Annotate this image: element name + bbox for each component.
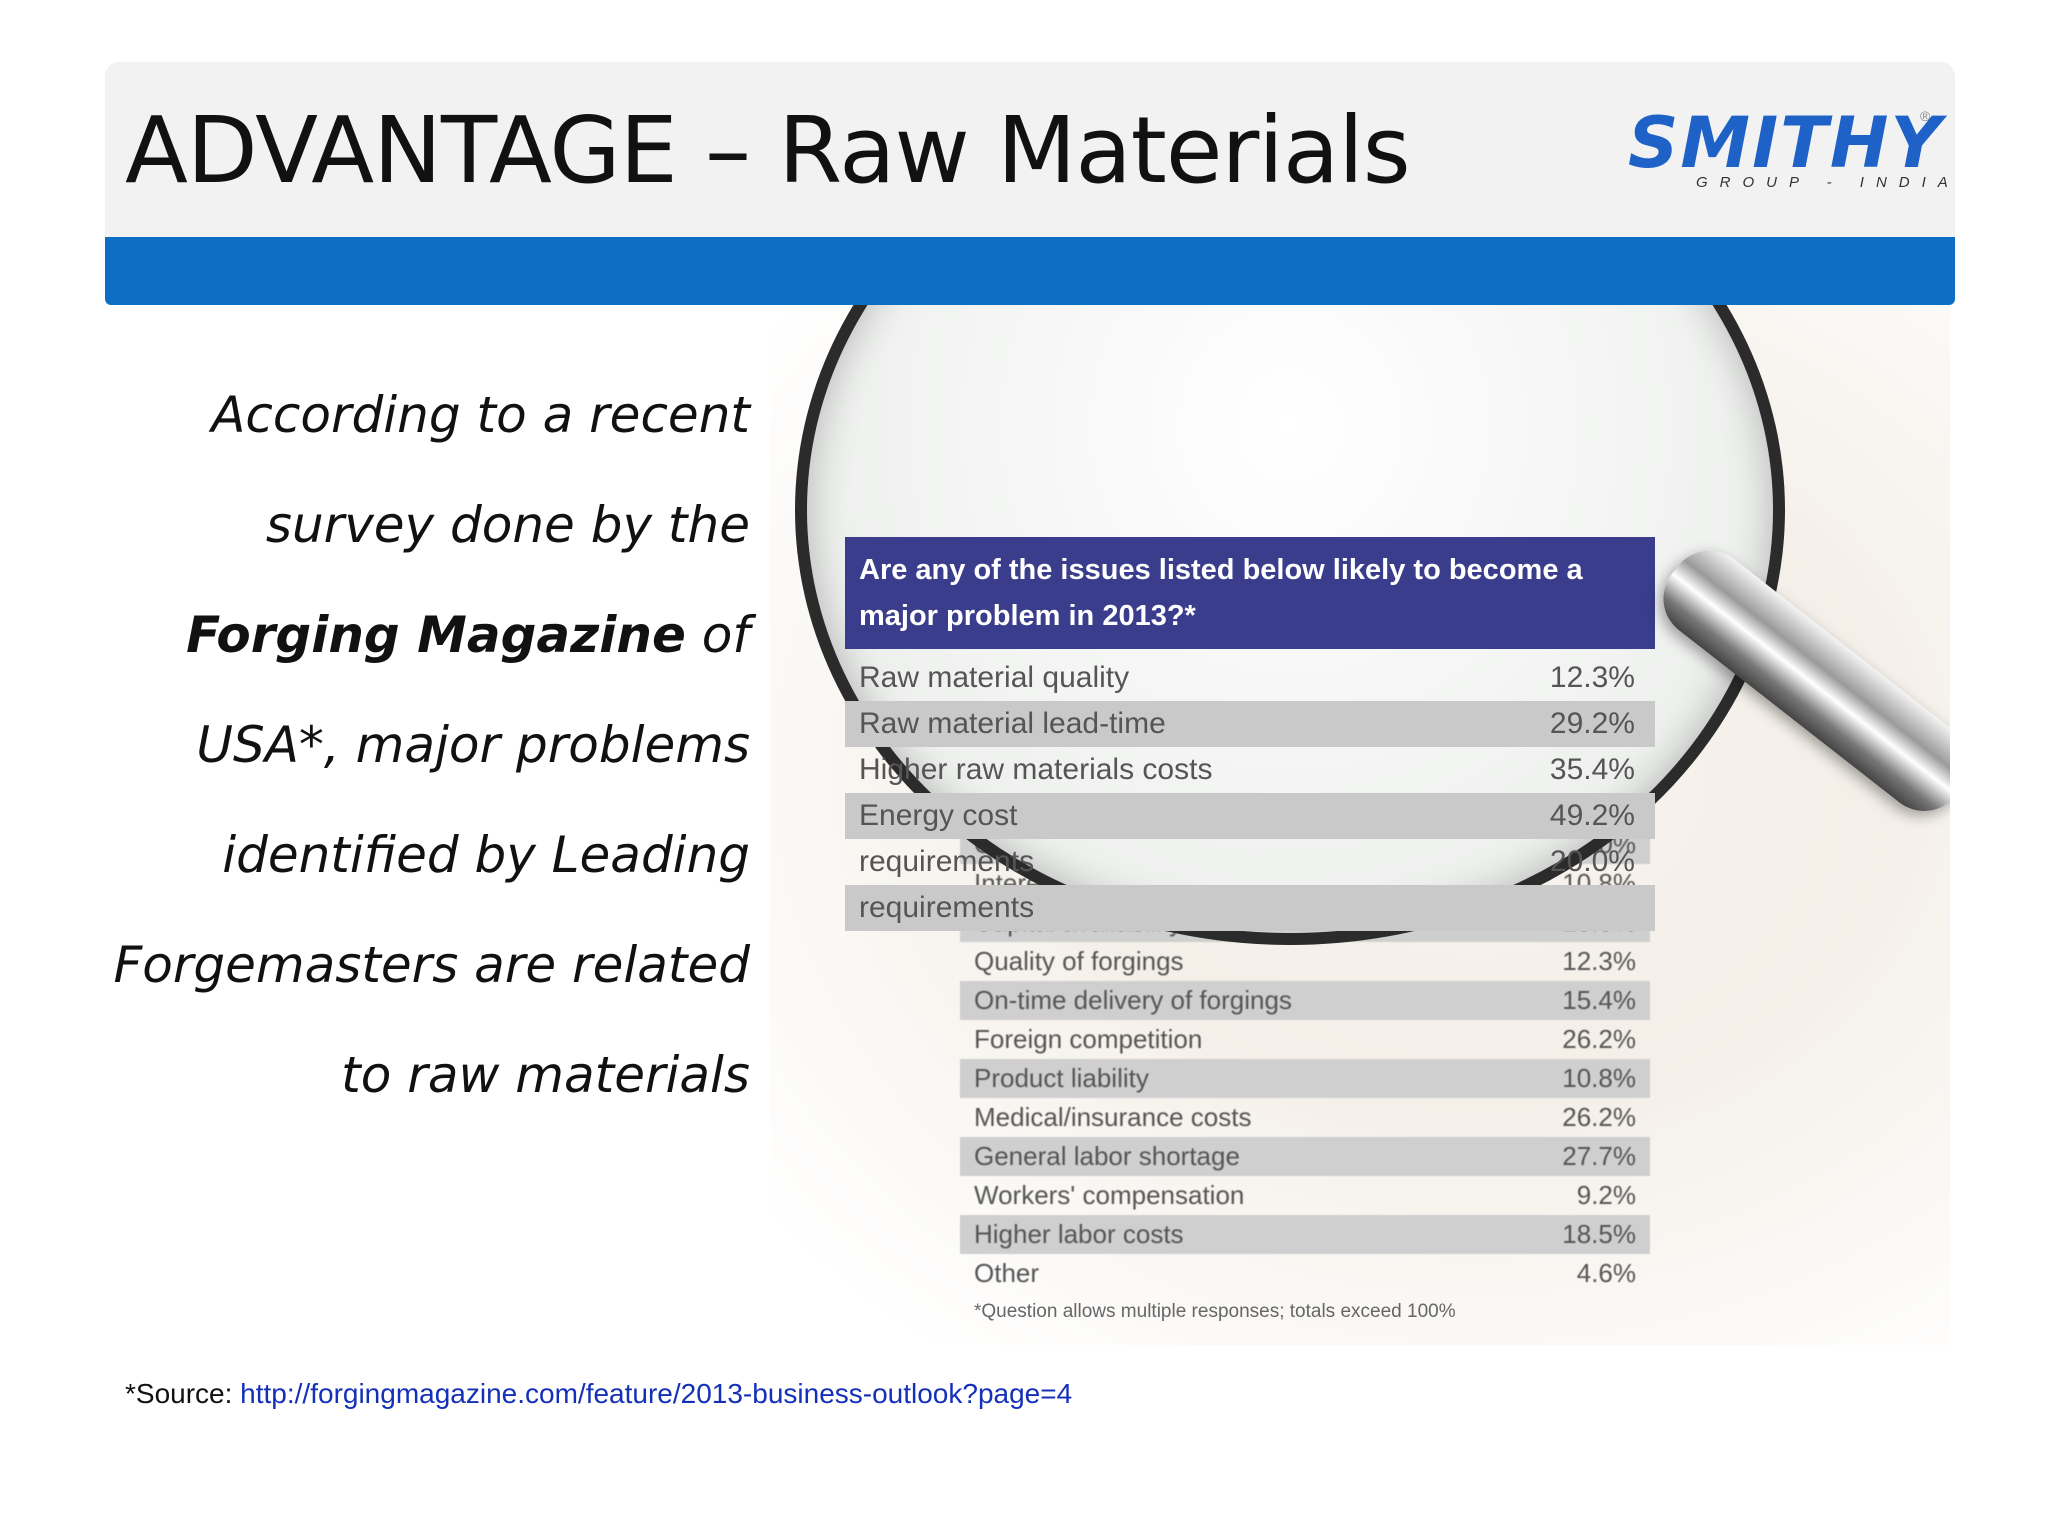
row-value: 10.8% — [1562, 1063, 1636, 1093]
row-label: Raw material lead-time — [859, 707, 1166, 740]
table-row: Foreign competition 26.2% — [960, 1020, 1650, 1059]
para-bold-publication: Forging Magazine — [186, 606, 686, 664]
table-row: Quality of forgings 12.3% — [960, 942, 1650, 981]
table-row: Medical/insurance costs 26.2% — [960, 1098, 1650, 1137]
logo-wordmark: SMITHY — [1628, 102, 1944, 184]
table-row: General labor shortage 27.7% — [960, 1137, 1650, 1176]
table-row: Higher labor costs 18.5% — [960, 1215, 1650, 1254]
row-label: Product liability — [974, 1063, 1149, 1093]
row-value: 27.7% — [1562, 1141, 1636, 1171]
row-label: Medical/insurance costs — [974, 1102, 1252, 1132]
survey-question: Are any of the issues listed below likel… — [845, 537, 1655, 649]
row-value: 35.4% — [1549, 753, 1635, 786]
smithy-logo: SMITHY GROUP - INDIA ® — [1628, 108, 1948, 198]
row-label: Higher labor costs — [974, 1219, 1184, 1249]
row-value: 49.2% — [1549, 799, 1635, 832]
row-label: requirements — [859, 845, 1035, 878]
table-row: Other 4.6% — [960, 1254, 1650, 1293]
magnified-row: Energy cost 49.2% — [845, 793, 1655, 839]
table-row: Product liability 10.8% — [960, 1059, 1650, 1098]
magnified-table: Raw material quality 12.3% Raw material le… — [845, 655, 1655, 931]
row-value: 4.6% — [1576, 1258, 1636, 1288]
row-label: Other — [974, 1258, 1040, 1288]
row-value: 20.0% — [1549, 845, 1635, 878]
table-row: On-time delivery of forgings 15.4% — [960, 981, 1650, 1020]
source-line: *Source: http://forgingmagazine.com/feat… — [125, 1378, 1072, 1410]
para-text-2: of USA*, major problems identified by Le… — [113, 606, 750, 1104]
row-value: 12.3% — [1562, 946, 1636, 976]
logo-subtitle: GROUP - INDIA — [1696, 174, 1960, 191]
row-value: 15.4% — [1562, 985, 1636, 1015]
survey-description: According to a recent survey done by the… — [110, 360, 750, 1130]
magnified-row: Raw material lead-time 29.2% — [845, 701, 1655, 747]
row-value: 18.5% — [1562, 1219, 1636, 1249]
row-label: Higher raw materials costs — [859, 753, 1213, 786]
row-label: Raw material quality — [859, 661, 1130, 694]
slide-title: ADVANTAGE – Raw Materials — [125, 97, 1411, 204]
magnified-row: requirements — [845, 885, 1655, 931]
source-link[interactable]: http://forgingmagazine.com/feature/2013-… — [240, 1378, 1073, 1409]
survey-footnote: *Question allows multiple responses; tot… — [974, 1301, 1456, 1322]
magnified-row: Raw material quality 12.3% — [845, 655, 1655, 701]
magnified-row: requirements 20.0% — [845, 839, 1655, 885]
para-text-1: According to a recent survey done by the — [211, 386, 750, 554]
survey-magnifier-image: OSHA20.0%Interest rates10.8%Capital avai… — [770, 305, 1950, 1345]
row-label: Energy cost — [859, 799, 1018, 832]
magnified-row: Higher raw materials costs 35.4% — [845, 747, 1655, 793]
source-prefix: *Source: — [125, 1378, 241, 1409]
row-value: 26.2% — [1562, 1102, 1636, 1132]
row-label: General labor shortage — [974, 1141, 1240, 1171]
row-value: 9.2% — [1576, 1180, 1636, 1210]
table-row: Workers' compensation 9.2% — [960, 1176, 1650, 1215]
row-value: 29.2% — [1549, 707, 1635, 740]
blue-divider-band — [105, 237, 1955, 305]
row-label: Quality of forgings — [974, 946, 1184, 976]
registered-mark: ® — [1920, 108, 1931, 124]
row-value: 26.2% — [1562, 1024, 1636, 1054]
row-label: Foreign competition — [974, 1024, 1203, 1054]
row-value: 12.3% — [1549, 661, 1635, 694]
header-band — [105, 62, 1955, 237]
row-label: On-time delivery of forgings — [974, 985, 1292, 1015]
row-label: requirements — [859, 891, 1035, 924]
row-label: Workers' compensation — [974, 1180, 1245, 1210]
